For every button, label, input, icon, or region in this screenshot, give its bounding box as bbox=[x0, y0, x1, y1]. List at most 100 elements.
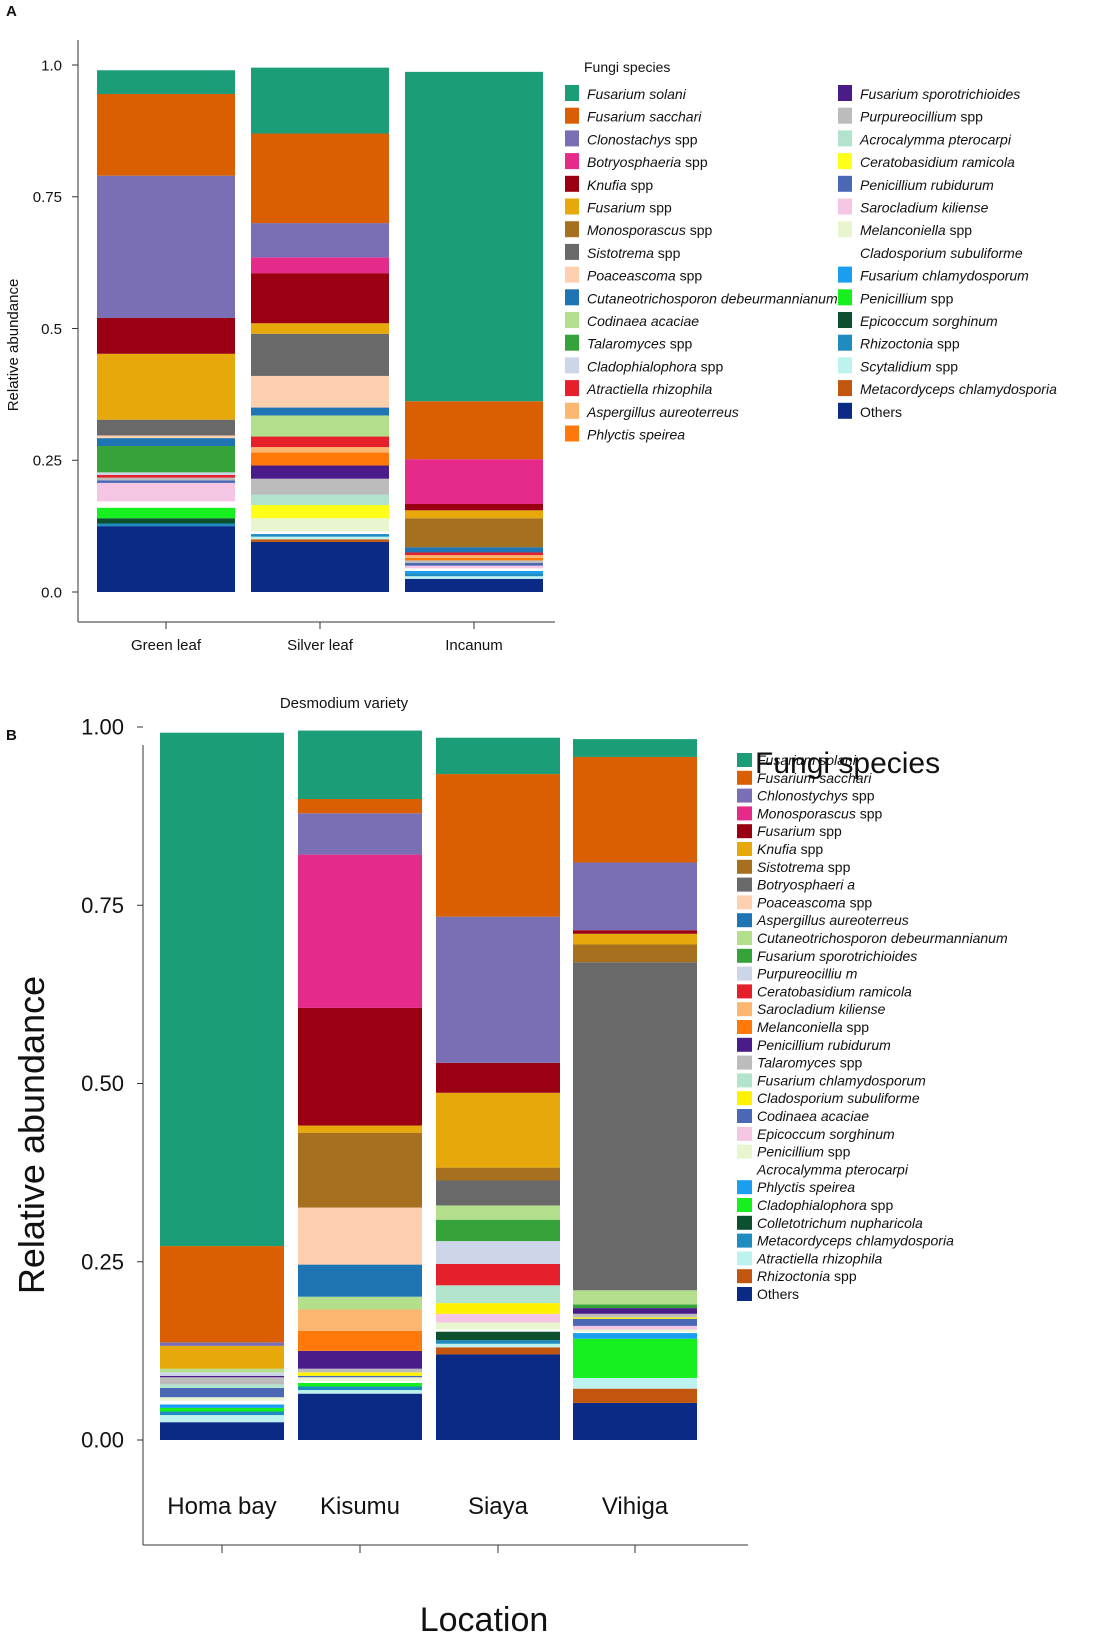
panel-b-legend-label: Sarocladium kiliense bbox=[757, 1001, 886, 1017]
panel-b-legend-item: Codinaea acaciae bbox=[737, 1108, 869, 1124]
panel-a-segment-silver-leaf-fusarium-solani bbox=[251, 67, 389, 134]
panel-b-segment-homa-bay-penicillium-rubidurum bbox=[160, 1375, 284, 1378]
panel-b-segment-kisumu-sarocladium-kiliense bbox=[298, 1309, 422, 1331]
panel-b-legend-label: Talaromyces spp bbox=[757, 1055, 863, 1071]
panel-a-bar-green-leaf bbox=[97, 70, 235, 592]
panel-a-legend-item: Fusarium solani bbox=[565, 85, 687, 102]
panel-a-y-tick-label: 0.0 bbox=[41, 584, 62, 601]
panel-a-segment-green-leaf-talaromyces-spp bbox=[97, 446, 235, 473]
panel-b-legend-swatch bbox=[737, 966, 752, 981]
panel-a-legend-item: Metacordyceps chlamydosporia bbox=[838, 380, 1057, 397]
panel-b-segment-kisumu-fusarium-spp bbox=[298, 1007, 422, 1126]
panel-a-segment-silver-leaf-cladosporium-subuliforme bbox=[251, 531, 389, 535]
panel-b-legend-label: Fusarium sporotrichioides bbox=[757, 948, 917, 964]
panel-b-legend-item: Atractiella rhizophila bbox=[737, 1250, 882, 1266]
panel-b-bar-siaya bbox=[436, 737, 560, 1440]
panel-a-legend-label: Fusarium sacchari bbox=[587, 109, 702, 125]
panel-b-legend-title: Fungi species bbox=[755, 747, 940, 780]
panel-b-segment-kisumu-poaceascoma-spp bbox=[298, 1207, 422, 1265]
panel-a-segment-incanum-atractiella-rhizophila bbox=[405, 552, 543, 556]
panel-b-segment-siaya-fusarium-chlamydosporum bbox=[436, 1285, 560, 1304]
panel-b-legend-swatch bbox=[737, 1180, 752, 1195]
panel-a-segment-green-leaf-epicoccum-sorghinum bbox=[97, 518, 235, 524]
panel-a-legend-item: Others bbox=[838, 402, 902, 420]
panel-b-legend-label: Fusarium solani bbox=[757, 752, 857, 768]
panel-a-segment-silver-leaf-fusarium-sporotrichioides bbox=[251, 465, 389, 479]
panel-a-legend-swatch bbox=[838, 357, 852, 374]
panel-a-legend-swatch bbox=[838, 289, 852, 306]
panel-a-legend-label: Cladophialophora spp bbox=[587, 358, 723, 374]
panel-b-legend-swatch bbox=[737, 788, 752, 803]
panel-b-segment-siaya-purpureocilliu-m bbox=[436, 1241, 560, 1264]
panel-a-legend-item: Penicillium rubidurum bbox=[838, 175, 994, 193]
panel-a: A Relative abundance Desmodium variety F… bbox=[5, 3, 1057, 712]
panel-b-legend-swatch bbox=[737, 1073, 752, 1088]
panel-b-legend-label: Atractiella rhizophila bbox=[756, 1250, 882, 1266]
panel-b-segment-kisumu-penicillium-spp bbox=[298, 1377, 422, 1381]
panel-a-segment-silver-leaf-rhizoctonia-spp bbox=[251, 534, 389, 537]
panel-a-y-tick-label: 0.75 bbox=[33, 189, 62, 206]
panel-a-segment-silver-leaf-scytalidium-spp bbox=[251, 536, 389, 540]
panel-b-legend-item: Knufia spp bbox=[737, 841, 823, 857]
panel-b-legend-item: Epicoccum sorghinum bbox=[737, 1126, 895, 1142]
panel-b-segment-vihiga-acrocalymma-pterocarpi bbox=[573, 1331, 697, 1334]
panel-a-segment-green-leaf-others bbox=[97, 526, 235, 592]
panel-a-segment-silver-leaf-ceratobasidium-ramicola bbox=[251, 505, 389, 519]
panel-a-legend-item: Epicoccum sorghinum bbox=[838, 312, 998, 329]
panel-a-legend-item: Poaceascoma spp bbox=[565, 266, 702, 284]
panel-b-segment-kisumu-monosporascus-spp bbox=[298, 854, 422, 1008]
panel-b-legend-swatch bbox=[737, 1198, 752, 1212]
panel-a-segment-green-leaf-purpureocillium-spp bbox=[97, 477, 235, 481]
panel-b-segment-vihiga-botryosphaeri-a bbox=[573, 962, 697, 1291]
panel-a-legend-item: Fusarium chlamydosporum bbox=[838, 266, 1029, 284]
panel-b-segment-vihiga-others bbox=[573, 1402, 697, 1440]
panel-b-segment-vihiga-fusarium-spp bbox=[573, 930, 697, 934]
panel-b-legend-item: Aspergillus aureoterreus bbox=[737, 912, 909, 928]
panel-b-segment-homa-bay-talaromyces-spp bbox=[160, 1377, 284, 1385]
panel-b-segment-vihiga-chlonostychys-spp bbox=[573, 862, 697, 931]
panel-a-bars bbox=[97, 67, 543, 592]
panel-a-legend-title: Fungi species bbox=[584, 59, 670, 75]
panel-a-legend-item: Botryosphaeria spp bbox=[565, 153, 708, 170]
panel-a-legend-item: Melanconiella spp bbox=[838, 221, 972, 238]
panel-b-segment-homa-bay-atractiella-rhizophila bbox=[160, 1415, 284, 1423]
panel-b-bar-vihiga bbox=[573, 739, 697, 1440]
panel-a-legend-item: Monosporascus spp bbox=[565, 221, 713, 238]
panel-a-segment-silver-leaf-others bbox=[251, 541, 389, 592]
panel-b-legend-swatch bbox=[737, 1109, 752, 1123]
panel-a-legend-label: Epicoccum sorghinum bbox=[860, 313, 998, 329]
panel-a-segment-green-leaf-cladophialophora-spp bbox=[97, 472, 235, 476]
panel-a-bar-incanum bbox=[405, 71, 543, 592]
panel-b-segment-siaya-rhizoctonia-spp bbox=[436, 1347, 560, 1355]
panel-a-legend-label: Others bbox=[860, 404, 902, 420]
panel-a-legend-item: Rhizoctonia spp bbox=[838, 334, 960, 352]
panel-a-segment-silver-leaf-sistotrema-spp bbox=[251, 333, 389, 376]
panel-b-legend-label: Aspergillus aureoterreus bbox=[756, 912, 909, 928]
panel-a-segment-green-leaf-fusarium-sacchari bbox=[97, 93, 235, 176]
panel-b-segment-kisumu-fusarium-sacchari bbox=[298, 799, 422, 814]
panel-b-segment-siaya-fusarium-sacchari bbox=[436, 774, 560, 917]
panel-b-legend-swatch bbox=[737, 931, 752, 945]
panel-b-segment-vihiga-rhizoctonia-spp bbox=[573, 1388, 697, 1403]
panel-b-legend-label: Phlyctis speirea bbox=[757, 1179, 855, 1195]
panel-b-segment-kisumu-sistotrema-spp bbox=[298, 1132, 422, 1208]
panel-b-legend-swatch bbox=[737, 984, 752, 999]
panel-a-legend-swatch bbox=[565, 198, 579, 215]
panel-b-y-tick-label: 1.00 bbox=[81, 715, 124, 740]
panel-a-y-axis-title: Relative abundance bbox=[5, 279, 22, 412]
panel-a-y-ticks: 0.0 0.25 0.5 0.75 1.0 bbox=[33, 57, 78, 601]
panel-a-legend-swatch bbox=[838, 175, 852, 192]
panel-a-legend-item: Sistotrema spp bbox=[565, 243, 681, 261]
panel-a-legend-item: Cladosporium subuliforme bbox=[838, 243, 1023, 261]
panel-b-legend-item: Rhizoctonia spp bbox=[737, 1268, 857, 1284]
panel-b-segment-siaya-atractiella-rhizophila bbox=[436, 1343, 560, 1348]
panel-a-legend-swatch bbox=[565, 425, 579, 442]
panel-a-segment-incanum-monosporascus-spp bbox=[405, 518, 543, 548]
panel-b-legend-swatch bbox=[737, 1037, 752, 1052]
panel-a-legend-swatch bbox=[838, 221, 852, 238]
panel-b-legend-item: Botryosphaeri a bbox=[737, 877, 855, 893]
panel-a-legend-swatch bbox=[565, 107, 579, 124]
panel-a-legend-item: Codinaea acaciae bbox=[565, 312, 699, 329]
panel-a-legend-label: Botryosphaeria spp bbox=[587, 154, 708, 170]
panel-a-segment-green-leaf-sistotrema-spp bbox=[97, 419, 235, 436]
